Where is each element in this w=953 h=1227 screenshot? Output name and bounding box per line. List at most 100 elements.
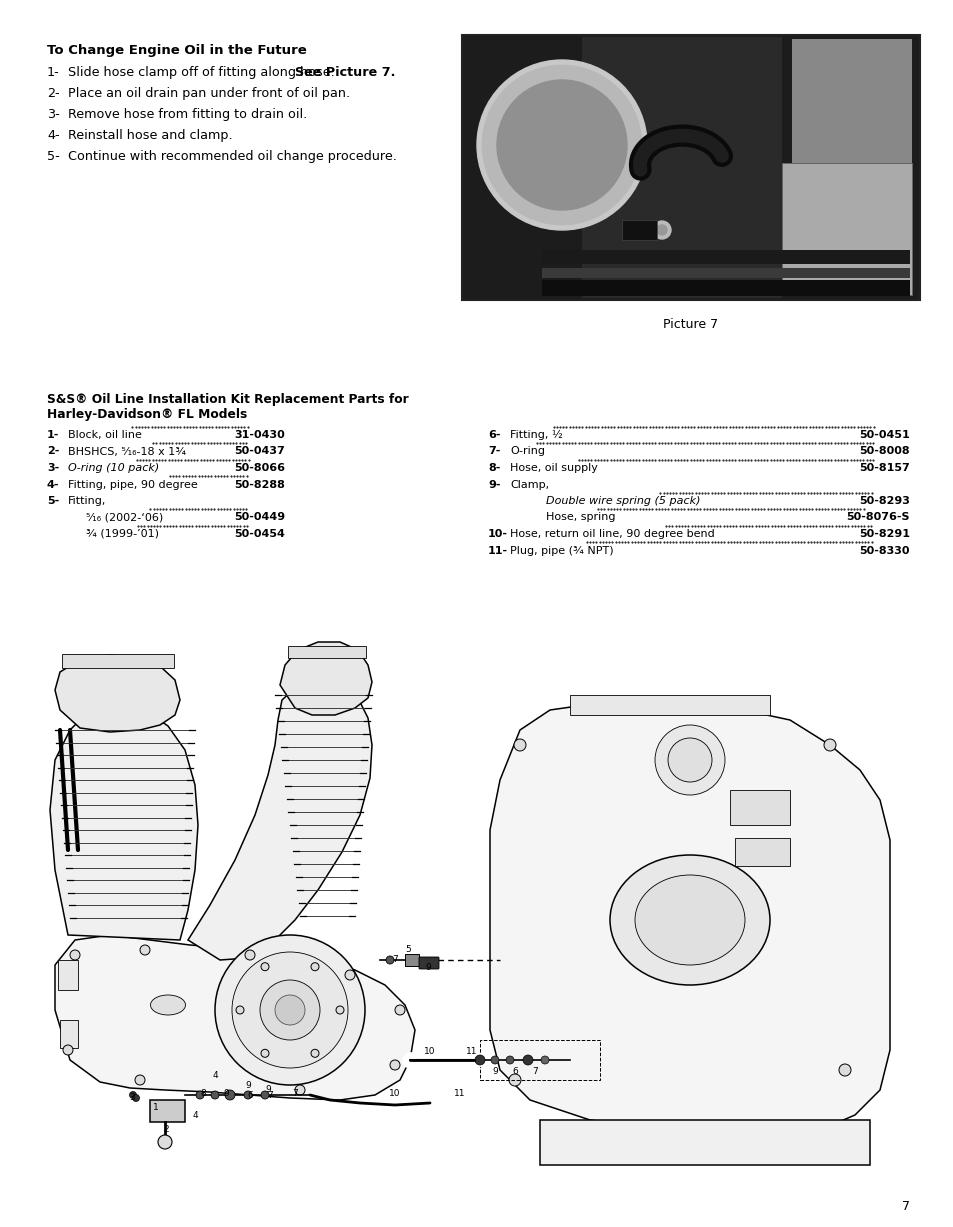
Text: 50-0437: 50-0437 — [234, 447, 285, 456]
Text: To Change Engine Oil in the Future: To Change Engine Oil in the Future — [47, 44, 307, 56]
Circle shape — [274, 995, 305, 1025]
Text: Clamp,: Clamp, — [510, 480, 549, 490]
Circle shape — [514, 739, 525, 751]
Text: 9: 9 — [265, 1086, 271, 1094]
Circle shape — [235, 1006, 244, 1014]
Bar — [539, 1120, 869, 1164]
Text: 31-0430: 31-0430 — [234, 429, 285, 440]
Circle shape — [475, 1055, 484, 1065]
Circle shape — [491, 1056, 498, 1064]
Circle shape — [657, 225, 666, 236]
Text: 5-: 5- — [47, 496, 59, 506]
Text: Fitting,: Fitting, — [68, 496, 107, 506]
Text: 9: 9 — [245, 1081, 251, 1090]
Circle shape — [135, 1075, 145, 1085]
Text: 10-: 10- — [488, 529, 507, 539]
Ellipse shape — [635, 875, 744, 964]
Text: Hose, spring: Hose, spring — [545, 513, 615, 523]
Text: 50-0451: 50-0451 — [859, 429, 909, 440]
Bar — [541, 267, 909, 279]
Bar — [405, 955, 418, 966]
Text: 50-8291: 50-8291 — [858, 529, 909, 539]
Text: 11: 11 — [466, 1048, 477, 1056]
Text: 1-: 1- — [47, 429, 59, 440]
Circle shape — [195, 1091, 204, 1099]
Circle shape — [130, 1092, 136, 1098]
Circle shape — [390, 1060, 399, 1070]
Text: 10: 10 — [389, 1088, 400, 1097]
Text: 3-: 3- — [47, 463, 59, 472]
Text: 7: 7 — [292, 1088, 297, 1097]
Bar — [150, 1099, 185, 1121]
Circle shape — [311, 1049, 318, 1058]
Text: 50-8066: 50-8066 — [233, 463, 285, 472]
Bar — [541, 250, 909, 264]
Circle shape — [260, 980, 319, 1040]
Text: 4-: 4- — [47, 129, 59, 142]
Text: BHSHCS, ⁵⁄₁₆-18 x 1¾: BHSHCS, ⁵⁄₁₆-18 x 1¾ — [68, 447, 186, 456]
Bar — [791, 39, 911, 163]
Circle shape — [335, 1006, 344, 1014]
Text: 11-: 11- — [488, 546, 508, 556]
Bar — [729, 790, 789, 825]
Text: O-ring: O-ring — [510, 447, 544, 456]
Text: Fitting, ½: Fitting, ½ — [510, 429, 562, 440]
Text: O-ring (10 pack): O-ring (10 pack) — [68, 463, 159, 472]
Bar — [541, 280, 909, 296]
Text: Hose, oil supply: Hose, oil supply — [510, 463, 598, 472]
Text: 10: 10 — [424, 1048, 436, 1056]
Circle shape — [261, 1049, 269, 1058]
Circle shape — [522, 1055, 533, 1065]
FancyBboxPatch shape — [418, 957, 438, 969]
Circle shape — [497, 80, 626, 210]
Text: 7: 7 — [901, 1200, 909, 1214]
Bar — [479, 1040, 599, 1080]
Text: Fitting, pipe, 90 degree: Fitting, pipe, 90 degree — [68, 480, 197, 490]
Polygon shape — [50, 706, 198, 940]
Text: 50-0454: 50-0454 — [233, 529, 285, 539]
Circle shape — [505, 1056, 514, 1064]
Bar — [60, 1020, 78, 1048]
Text: 6: 6 — [247, 1091, 253, 1099]
Bar — [461, 36, 919, 299]
Circle shape — [652, 221, 670, 239]
Circle shape — [667, 737, 711, 782]
Text: 8: 8 — [200, 1088, 206, 1097]
Text: 4: 4 — [212, 1070, 217, 1080]
Text: 9: 9 — [425, 963, 431, 973]
Bar — [462, 36, 918, 299]
Text: 8-: 8- — [488, 463, 500, 472]
Bar — [62, 654, 173, 667]
Text: 1-: 1- — [47, 66, 60, 79]
Circle shape — [838, 1064, 850, 1076]
Text: Reinstall hose and clamp.: Reinstall hose and clamp. — [68, 129, 233, 142]
Text: 2-: 2- — [47, 87, 59, 99]
Circle shape — [261, 1091, 269, 1099]
Circle shape — [70, 950, 80, 960]
Polygon shape — [188, 682, 372, 960]
Text: Remove hose from fitting to drain oil.: Remove hose from fitting to drain oil. — [68, 108, 307, 121]
Bar — [621, 220, 657, 240]
Text: 2-: 2- — [47, 447, 59, 456]
Text: 50-8076-S: 50-8076-S — [845, 513, 909, 523]
Text: Continue with recommended oil change procedure.: Continue with recommended oil change pro… — [68, 150, 396, 163]
Text: 9-: 9- — [488, 480, 500, 490]
Text: 5: 5 — [405, 946, 411, 955]
Circle shape — [655, 725, 724, 795]
Circle shape — [214, 935, 365, 1085]
Text: Double wire spring (5 pack): Double wire spring (5 pack) — [545, 496, 700, 506]
Circle shape — [225, 1090, 234, 1099]
Text: Harley-Davidson® FL Models: Harley-Davidson® FL Models — [47, 409, 247, 421]
Circle shape — [158, 1135, 172, 1148]
Circle shape — [132, 1094, 139, 1102]
Text: Block, oil line: Block, oil line — [68, 429, 142, 440]
Bar — [734, 838, 789, 866]
Circle shape — [232, 952, 348, 1067]
Circle shape — [311, 963, 318, 971]
Text: 11: 11 — [454, 1088, 465, 1097]
Text: 9: 9 — [492, 1067, 497, 1076]
Text: Picture 7: Picture 7 — [662, 318, 718, 331]
Text: Hose, return oil line, 90 degree bend: Hose, return oil line, 90 degree bend — [510, 529, 714, 539]
Circle shape — [540, 1056, 548, 1064]
Text: 50-8288: 50-8288 — [233, 480, 285, 490]
